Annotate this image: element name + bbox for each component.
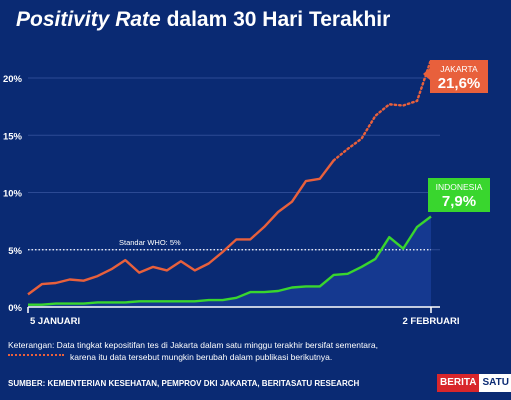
jakarta-line (27, 159, 335, 296)
y-tick-label: 15% (3, 131, 23, 142)
who-reference-label: Standar WHO: 5% (119, 238, 181, 247)
jakarta-line-provisional (332, 58, 433, 162)
note-line-2: karena itu data tersebut mungkin berubah… (70, 352, 333, 362)
y-tick-label: 10% (3, 189, 23, 200)
chart-title: Positivity Rate dalam 30 Hari Terakhir (16, 8, 390, 32)
indonesia-callout-value: 7,9% (442, 193, 476, 210)
y-tick-label: 0% (8, 303, 22, 314)
indonesia-line (28, 215, 432, 306)
jakarta-callout-pointer (423, 68, 430, 80)
indonesia-callout-box (428, 178, 490, 212)
indonesia-area (28, 216, 431, 307)
jakarta-callout-box (430, 60, 488, 93)
source-text: SUMBER: KEMENTERIAN KESEHATAN, PEMPROV D… (8, 379, 360, 388)
y-tick-label: 5% (8, 246, 22, 257)
note-line-1: Keterangan: Data tingkat kepositifan tes… (8, 340, 378, 350)
title-rest: dalam 30 Hari Terakhir (166, 8, 391, 31)
y-tick-label: 20% (3, 74, 23, 85)
jakarta-callout-name: JAKARTA (440, 64, 478, 74)
jakarta-callout-value: 21,6% (438, 75, 481, 92)
indonesia-callout-pointer (428, 200, 440, 212)
indonesia-callout-name: INDONESIA (436, 182, 483, 192)
x-label-start: 5 JANUARI (30, 316, 80, 327)
x-label-end: 2 FEBRUARI (402, 316, 459, 327)
logo-part-2: SATU (479, 374, 511, 392)
note-dots (8, 354, 64, 358)
title-italic: Positivity Rate (16, 8, 161, 31)
logo-part-1: BERITA (437, 374, 480, 392)
beritasatu-logo: BERITA SATU (437, 374, 511, 392)
